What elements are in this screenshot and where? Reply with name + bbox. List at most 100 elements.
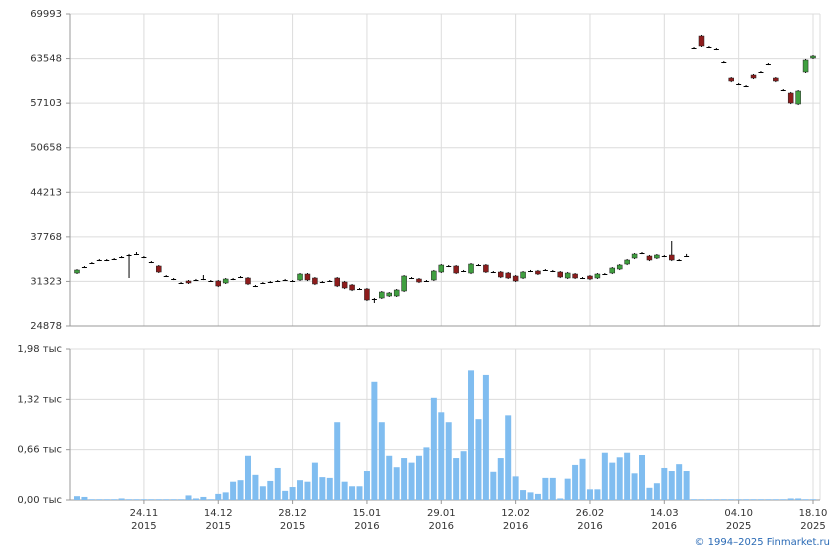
candle-body [572, 273, 578, 279]
volume-bar [401, 458, 408, 500]
candle-body [290, 280, 296, 282]
candle-body [684, 255, 690, 257]
candle-body [453, 265, 459, 274]
volume-bar [765, 499, 772, 500]
candle-body [802, 59, 809, 73]
candle-body [520, 271, 526, 279]
volume-bar [430, 397, 437, 500]
candle-body [736, 84, 742, 86]
volume-bar [787, 498, 794, 500]
volume-bar [178, 499, 185, 500]
candle-body [713, 49, 719, 51]
x-tick-label: 18.10 [799, 508, 828, 519]
candle-body [222, 278, 229, 284]
candle-body [74, 269, 80, 274]
y-tick-label: 0,66 тыс [17, 445, 62, 456]
candle-body [423, 280, 429, 282]
volume-bar [237, 480, 244, 500]
x-tick-year: 2016 [577, 521, 602, 532]
candle-body [215, 280, 222, 287]
volume-bar [475, 419, 482, 500]
candle-body [505, 272, 511, 279]
volume-bar [88, 499, 95, 500]
candle-body [341, 281, 348, 289]
candle-body [401, 275, 407, 292]
volume-bar [103, 499, 110, 500]
volume-bar [757, 499, 764, 500]
candle-body [773, 77, 779, 82]
candle-body [535, 270, 541, 275]
x-tick-label: 15.01 [353, 508, 382, 519]
volume-bar [586, 489, 593, 500]
volume-bar [743, 499, 750, 500]
candle-body [297, 273, 303, 281]
candle-body [133, 254, 139, 256]
volume-bar [750, 499, 757, 500]
candle-body [282, 279, 288, 281]
volume-bar [683, 471, 690, 500]
volume-bar [207, 499, 214, 500]
x-tick-year: 2015 [206, 521, 231, 532]
candle-body [698, 35, 705, 47]
candle-body [594, 273, 601, 279]
volume-bar [222, 492, 229, 500]
candle-body [461, 270, 467, 272]
x-tick-label: 29.01 [427, 508, 456, 519]
volume-bar [408, 462, 415, 500]
x-tick-year: 2016 [652, 521, 677, 532]
x-tick-year: 2016 [354, 521, 379, 532]
x-tick-label: 28.12 [278, 508, 307, 519]
volume-bar [728, 499, 735, 500]
candle-body [386, 292, 392, 297]
volume-bar [549, 477, 556, 500]
candle-body [446, 265, 452, 267]
volume-bar [423, 447, 430, 500]
volume-bar [319, 477, 326, 500]
volume-bar [780, 499, 787, 500]
volume-bar [326, 477, 333, 500]
volume-bar [631, 473, 638, 500]
volume-bar [527, 492, 534, 500]
volume-bar [304, 481, 311, 500]
x-tick-year: 2015 [131, 521, 156, 532]
candle-body [691, 47, 697, 49]
volume-bar [341, 481, 348, 500]
candle-body [371, 299, 377, 301]
candle-body [676, 259, 682, 261]
x-tick-year: 2016 [503, 521, 528, 532]
volume-bar [244, 455, 251, 500]
candle-body [810, 55, 816, 59]
x-tick-label: 12.02 [501, 508, 530, 519]
candle-body [156, 265, 162, 273]
x-tick-year: 2016 [429, 521, 454, 532]
volume-bar [482, 374, 489, 500]
candle-body [267, 282, 273, 284]
candle-body [616, 264, 623, 270]
candle-body [438, 264, 445, 273]
candle-body [706, 47, 712, 49]
candle-body [468, 263, 474, 274]
candle-body [163, 275, 169, 277]
candle-body [527, 270, 533, 272]
candle-body [498, 271, 504, 278]
volume-bar [698, 499, 705, 500]
volume-bar [512, 476, 519, 500]
volume-bar [646, 487, 653, 500]
volume-bar [572, 464, 579, 500]
y-tick-label: 50658 [30, 143, 62, 154]
volume-bar [534, 493, 541, 500]
volume-bar [505, 415, 512, 500]
volume-bar [311, 462, 318, 500]
candle-body [750, 74, 757, 79]
volume-bar [111, 499, 118, 500]
volume-bar [334, 422, 341, 500]
volume-bar [371, 381, 378, 500]
candle-body [580, 277, 586, 279]
candle-body [357, 289, 363, 291]
y-tick-label: 1,98 тыс [17, 344, 62, 355]
candle-body [668, 254, 675, 261]
volume-bar [564, 478, 571, 500]
candle-body [631, 253, 638, 259]
candle-body [252, 285, 258, 287]
